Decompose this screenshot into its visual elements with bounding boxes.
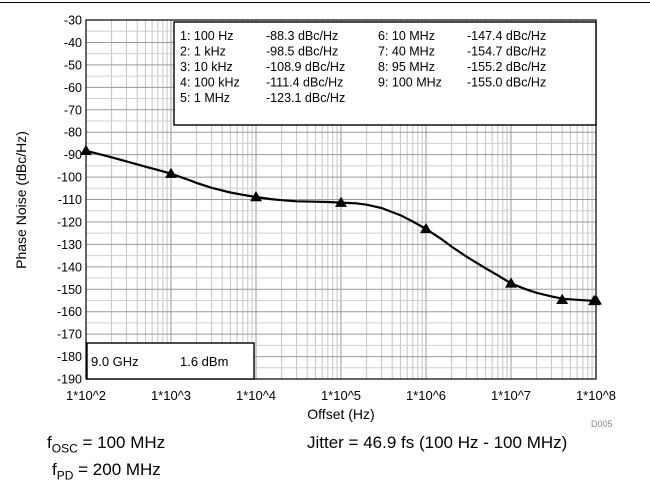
- legend-marker-value: -147.4 dBc/Hz: [467, 29, 546, 43]
- legend-marker-label: 7: 40 MHz: [378, 45, 435, 59]
- y-tick-label: -140: [57, 260, 82, 274]
- y-tick-label: -30: [64, 14, 82, 28]
- x-tick-label: 1*10^5: [321, 388, 361, 403]
- y-tick-label: -150: [57, 283, 82, 297]
- fosc-sub: OSC: [51, 441, 78, 456]
- x-tick-label: 1*10^3: [151, 388, 191, 403]
- legend-marker-label: 4: 100 kHz: [180, 76, 240, 90]
- marker-triangle: [165, 167, 177, 178]
- y-tick-label: -40: [64, 36, 82, 50]
- y-tick-label: -160: [57, 305, 82, 319]
- legend-marker-value: -88.3 dBc/Hz: [266, 29, 338, 43]
- x-tick-label: 1*10^6: [406, 388, 446, 403]
- y-tick-label: -90: [64, 148, 82, 162]
- legend-marker-value: -98.5 dBc/Hz: [266, 45, 338, 59]
- marker-legend: 1: 100 Hz -88.3 dBc/Hz 2: 1 kHz -98.5 dBc/H…: [173, 21, 597, 126]
- fosc-caption: fOSC = 100 MHz: [47, 433, 165, 455]
- figure-id: D005: [591, 419, 613, 429]
- jitter-caption: Jitter = 46.9 fs (100 Hz - 100 MHz): [307, 433, 567, 453]
- info-box-frame: [86, 342, 255, 380]
- legend-marker-value: -155.2 dBc/Hz: [467, 60, 546, 74]
- fpd-sub: PD: [56, 468, 74, 483]
- marker-triangle: [80, 144, 92, 156]
- legend-marker-value: -108.9 dBc/Hz: [266, 60, 345, 74]
- phase-noise-chart: -30 -40 -50 -60 -70 -80 -90 -100 -110 -120 -130 -14…: [0, 2, 650, 429]
- fpd-prefix: f: [52, 460, 57, 479]
- x-tick-labels: 1*10^2 1*10^3 1*10^4 1*10^5 1*10^6 1*10^7 1*10…: [66, 388, 616, 403]
- y-tick-labels: -30 -40 -50 -60 -70 -80 -90 -100 -110 -120 -130 -14…: [57, 14, 82, 387]
- marker-triangle: [250, 191, 262, 202]
- marker-triangle: [556, 293, 569, 304]
- fpd-value: = 200 MHz: [73, 460, 161, 479]
- x-tick-label: 1*10^2: [66, 388, 106, 403]
- y-tick-label: -110: [58, 193, 82, 207]
- y-tick-label: -50: [64, 58, 82, 72]
- marker-triangle: [335, 196, 347, 207]
- y-tick-label: -80: [64, 126, 82, 140]
- plot-frame: [85, 19, 597, 380]
- marker-triangle: [505, 277, 517, 288]
- marker-legend-box: [173, 21, 597, 126]
- legend-marker-value: -123.1 dBc/Hz: [266, 91, 345, 105]
- info-frequency: 9.0 GHz: [91, 354, 139, 369]
- info-box: 9.0 GHz 1.6 dBm: [86, 342, 255, 380]
- y-tick-label: -60: [64, 81, 82, 95]
- marker-triangle: [420, 222, 432, 234]
- legend-marker-label: 9: 100 MHz: [378, 76, 442, 90]
- y-tick-label: -180: [57, 350, 82, 364]
- legend-marker-value: -111.4 dBc/Hz: [266, 76, 343, 90]
- legend-marker-label: 2: 1 kHz: [180, 45, 226, 59]
- x-tick-label: 1*10^4: [236, 388, 276, 403]
- fpd-caption: fPD = 200 MHz: [52, 460, 161, 482]
- legend-marker-label: 5: 1 MHz: [180, 91, 230, 105]
- legend-marker-label: 1: 100 Hz: [180, 29, 234, 43]
- legend-marker-label: 3: 10 kHz: [180, 60, 233, 74]
- x-tick-label: 1*10^7: [491, 388, 531, 403]
- y-tick-label: -120: [57, 215, 82, 229]
- legend-marker-label: 6: 10 MHz: [378, 29, 435, 43]
- marker-triangle: [590, 294, 602, 305]
- jitter-text: Jitter = 46.9 fs (100 Hz - 100 MHz): [307, 433, 568, 452]
- y-tick-label: -100: [57, 171, 82, 185]
- legend-marker-value: -155.0 dBc/Hz: [467, 76, 546, 90]
- y-tick-label: -190: [57, 373, 82, 387]
- fosc-value: = 100 MHz: [77, 433, 166, 452]
- y-tick-label: -130: [57, 238, 82, 252]
- fosc-prefix: f: [47, 433, 52, 452]
- marker-triangles: [80, 144, 602, 306]
- legend-marker-label: 8: 95 MHz: [378, 60, 435, 74]
- info-power: 1.6 dBm: [180, 354, 228, 369]
- x-axis-label: Offset (Hz): [307, 406, 374, 422]
- y-tick-label: -170: [57, 328, 82, 342]
- legend-marker-value: -154.7 dBc/Hz: [467, 45, 546, 59]
- y-axis-label: Phase Noise (dBc/Hz): [13, 131, 29, 269]
- x-tick-label: 1*10^8: [576, 388, 616, 403]
- y-tick-label: -70: [64, 103, 82, 117]
